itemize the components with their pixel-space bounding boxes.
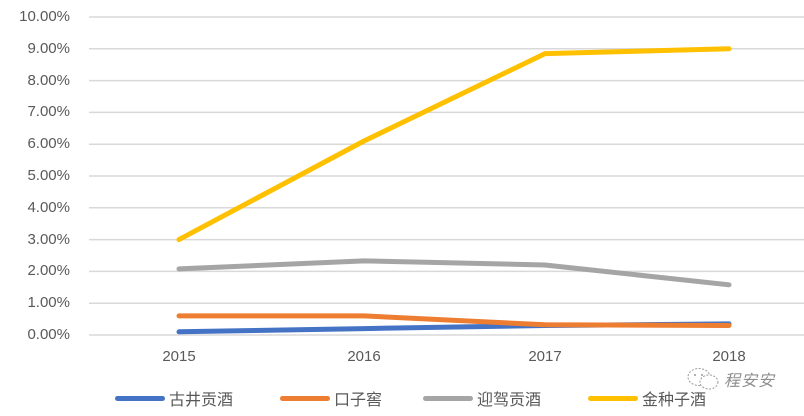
legend-item-kouzijiao: 口子窖 bbox=[280, 386, 382, 410]
y-tick-label: 7.00% bbox=[27, 103, 70, 121]
legend-label-kouzijiao: 口子窖 bbox=[334, 390, 383, 409]
y-tick-label: 10.00% bbox=[19, 8, 70, 25]
legend-label-gujing: 古井贡酒 bbox=[169, 390, 234, 409]
legend-swatch-gujing bbox=[115, 395, 165, 401]
legend-swatch-yingjia bbox=[423, 395, 473, 401]
legend-label-yingjia: 迎驾贡酒 bbox=[477, 390, 542, 409]
y-tick-label: 9.00% bbox=[27, 39, 70, 57]
series-line-1 bbox=[176, 313, 732, 328]
y-tick-label: 8.00% bbox=[27, 71, 70, 89]
x-tick-label: 2017 bbox=[528, 348, 562, 365]
y-tick-label: 1.00% bbox=[27, 294, 70, 312]
gridlines bbox=[89, 16, 804, 336]
y-tick-label: 6.00% bbox=[27, 135, 70, 153]
legend-label-jinzhongzi: 金种子酒 bbox=[642, 390, 707, 409]
legend-item-jinzhongzi: 金种子酒 bbox=[588, 386, 706, 410]
y-tick-label: 2.00% bbox=[27, 262, 70, 280]
watermark: 程安安 bbox=[686, 366, 775, 392]
y-tick-label: 5.00% bbox=[27, 167, 70, 184]
x-tick-label: 2015 bbox=[162, 348, 196, 365]
watermark-text: 程安安 bbox=[724, 371, 776, 390]
y-tick-label: 3.00% bbox=[27, 230, 70, 248]
legend-swatch-jinzhongzi bbox=[588, 395, 638, 401]
x-tick-label: 2018 bbox=[712, 348, 746, 365]
series-line-2 bbox=[176, 258, 732, 288]
legend: 古井贡酒 口子窖 迎驾贡酒 金种子酒 bbox=[0, 386, 804, 410]
legend-item-yingjia: 迎驾贡酒 bbox=[423, 386, 541, 410]
y-tick-label: 0.00% bbox=[27, 326, 70, 343]
wechat-icon bbox=[687, 368, 719, 390]
y-tick-label: 4.00% bbox=[27, 198, 70, 216]
x-tick-label: 2016 bbox=[347, 348, 381, 365]
series-line-3 bbox=[176, 46, 732, 243]
series-lines bbox=[176, 46, 732, 335]
legend-item-gujing: 古井贡酒 bbox=[115, 386, 233, 410]
legend-swatch-kouzijiao bbox=[280, 395, 330, 401]
